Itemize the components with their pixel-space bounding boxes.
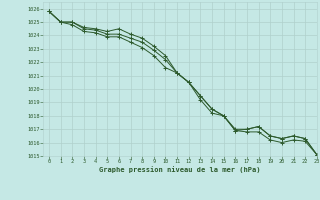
X-axis label: Graphe pression niveau de la mer (hPa): Graphe pression niveau de la mer (hPa) [99, 166, 261, 173]
